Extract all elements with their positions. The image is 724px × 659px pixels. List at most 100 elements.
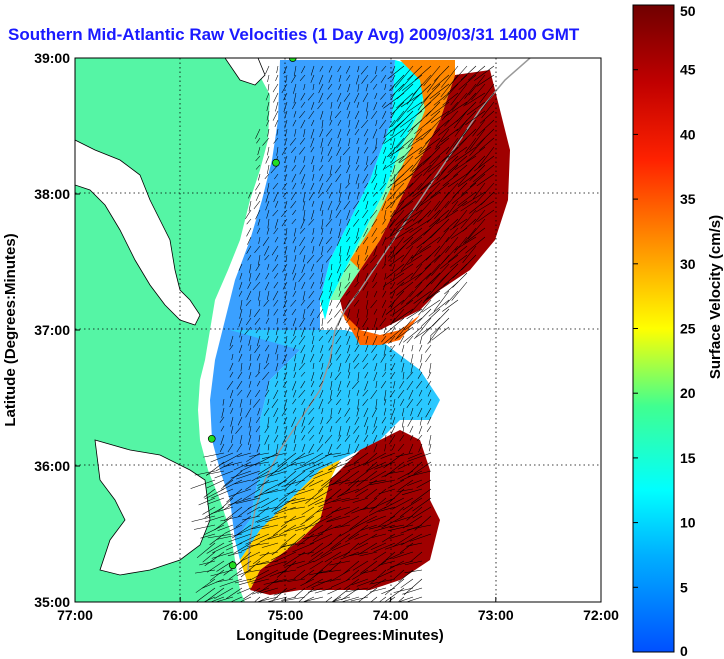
velocity-arrow bbox=[407, 479, 423, 486]
velocity-arrow bbox=[356, 137, 360, 145]
velocity-arrow bbox=[417, 371, 423, 379]
velocity-arrow bbox=[238, 290, 243, 297]
velocity-arrow bbox=[274, 380, 279, 388]
velocity-arrow bbox=[241, 542, 261, 552]
velocity-arrow bbox=[281, 146, 288, 156]
velocity-arrow bbox=[273, 407, 279, 418]
velocity-arrow bbox=[370, 389, 378, 400]
velocity-arrow bbox=[325, 452, 342, 456]
colorbar-tick-label: 10 bbox=[680, 515, 696, 531]
velocity-arrow bbox=[332, 497, 351, 503]
velocity-arrow bbox=[273, 587, 297, 596]
velocity-arrow bbox=[245, 569, 261, 573]
velocity-arrow bbox=[381, 308, 387, 318]
velocity-arrow bbox=[406, 380, 414, 391]
velocity-arrow bbox=[390, 92, 396, 101]
velocity-arrow bbox=[363, 227, 369, 237]
velocity-arrow bbox=[431, 326, 450, 341]
velocity-arrow bbox=[391, 281, 396, 289]
velocity-arrow bbox=[426, 74, 441, 93]
velocity-arrow bbox=[362, 281, 369, 291]
velocity-arrow bbox=[300, 344, 306, 354]
velocity-arrow bbox=[298, 272, 306, 283]
velocity-arrow bbox=[382, 371, 387, 378]
velocity-arrow bbox=[292, 263, 297, 275]
velocity-arrow bbox=[221, 479, 234, 490]
velocity-arrow bbox=[260, 497, 279, 509]
velocity-arrow bbox=[244, 326, 252, 335]
velocity-arrow bbox=[265, 488, 288, 494]
velocity-arrow bbox=[430, 182, 450, 198]
velocity-arrow bbox=[312, 560, 333, 579]
velocity-arrow bbox=[273, 272, 279, 279]
velocity-arrow bbox=[373, 317, 378, 328]
velocity-arrow bbox=[458, 128, 477, 146]
velocity-arrow bbox=[407, 416, 414, 427]
velocity-arrow bbox=[246, 227, 252, 237]
velocity-arrow bbox=[263, 578, 288, 585]
velocity-arrow bbox=[247, 434, 252, 445]
velocity-arrow bbox=[417, 407, 423, 418]
region-mid-shelf-cyan bbox=[320, 60, 430, 320]
velocity-arrow bbox=[255, 182, 261, 191]
velocity-arrow bbox=[267, 83, 270, 91]
velocity-arrow bbox=[381, 200, 387, 211]
velocity-arrow bbox=[371, 110, 378, 120]
velocity-arrow bbox=[404, 560, 423, 566]
velocity-arrow bbox=[339, 254, 342, 264]
velocity-arrow bbox=[432, 308, 450, 327]
isobath-line bbox=[247, 58, 531, 571]
velocity-arrow bbox=[313, 470, 333, 479]
velocity-arrow bbox=[382, 326, 405, 346]
velocity-arrow bbox=[317, 191, 324, 199]
velocity-arrow bbox=[236, 551, 252, 566]
velocity-arrow bbox=[312, 164, 315, 172]
velocity-arrow bbox=[380, 74, 387, 83]
velocity-arrow bbox=[365, 443, 369, 450]
velocity-arrow bbox=[301, 443, 306, 452]
velocity-arrow bbox=[274, 236, 279, 243]
velocity-arrow bbox=[410, 488, 432, 504]
velocity-arrow bbox=[285, 470, 306, 486]
velocity-arrow bbox=[364, 272, 369, 282]
velocity-arrow bbox=[413, 164, 432, 179]
velocity-arrow bbox=[310, 389, 315, 396]
velocity-arrow bbox=[328, 155, 333, 163]
velocity-arrow bbox=[252, 281, 261, 291]
velocity-arrow bbox=[397, 596, 405, 602]
velocity-arrow bbox=[412, 497, 432, 512]
velocity-arrow bbox=[262, 236, 270, 246]
velocity-arrow bbox=[355, 173, 360, 185]
velocity-arrow bbox=[293, 227, 297, 237]
velocity-arrow bbox=[240, 362, 243, 372]
velocity-arrow bbox=[461, 254, 477, 271]
velocity-arrow bbox=[274, 173, 279, 180]
velocity-arrow bbox=[398, 191, 414, 206]
velocity-arrow bbox=[443, 83, 459, 101]
velocity-arrow bbox=[198, 497, 216, 506]
velocity-arrow bbox=[255, 389, 261, 398]
velocity-arrow bbox=[466, 101, 486, 116]
velocity-arrow bbox=[352, 560, 369, 571]
velocity-arrow bbox=[403, 578, 423, 596]
y-tick-label: 35:00 bbox=[34, 594, 70, 610]
velocity-arrow bbox=[335, 209, 342, 219]
velocity-arrow bbox=[271, 542, 288, 556]
velocity-arrow bbox=[202, 551, 216, 563]
velocity-arrow bbox=[284, 164, 288, 172]
velocity-arrow bbox=[402, 497, 423, 511]
velocity-arrow bbox=[313, 551, 333, 563]
velocity-arrow bbox=[346, 128, 351, 136]
velocity-arrow bbox=[415, 101, 432, 117]
velocity-arrow bbox=[272, 209, 279, 217]
velocity-arrow bbox=[348, 389, 351, 398]
velocity-arrow bbox=[381, 533, 396, 543]
velocity-arrow bbox=[248, 362, 252, 371]
velocity-arrow bbox=[301, 416, 306, 427]
colorbar-tick-label: 50 bbox=[680, 3, 696, 19]
velocity-arrow bbox=[336, 92, 342, 102]
velocity-arrow bbox=[348, 119, 351, 128]
velocity-arrow bbox=[425, 380, 432, 389]
velocity-arrow bbox=[311, 578, 333, 589]
velocity-arrow bbox=[442, 146, 459, 162]
